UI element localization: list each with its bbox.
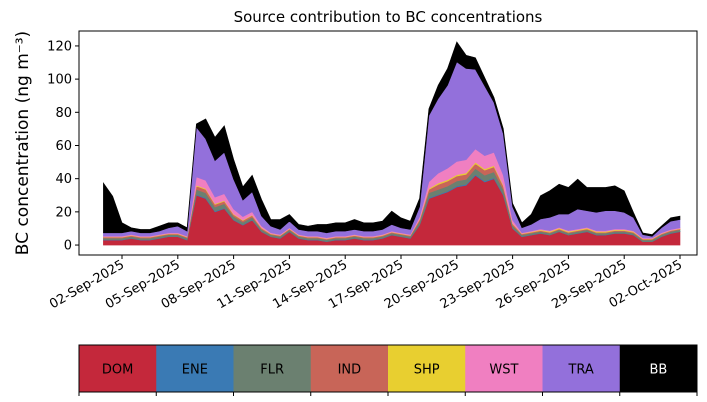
y-axis-label: BC concentration (ng m⁻³) <box>13 31 33 255</box>
legend-label-ind: IND <box>338 363 362 378</box>
chart-title: Source contribution to BC concentrations <box>234 8 543 26</box>
y-tick-label: 60 <box>55 139 72 154</box>
areas-layer <box>103 41 681 246</box>
legend-swatch-ind <box>310 345 389 392</box>
y-tick-label: 80 <box>55 106 72 121</box>
legend-swatch-dom <box>79 345 157 392</box>
plot-frame <box>78 30 698 256</box>
legend-label-shp: SHP <box>414 363 440 378</box>
y-tick-label: 100 <box>47 73 72 88</box>
y-tick-label: 40 <box>55 172 72 187</box>
legend-swatch-flr <box>233 345 312 392</box>
x-axis: 02-Sep-202505-Sep-202508-Sep-202511-Sep-… <box>47 255 685 312</box>
legend-label-dom: DOM <box>102 363 133 378</box>
y-tick-label: 0 <box>64 239 72 254</box>
y-tick-label: 20 <box>55 205 72 220</box>
legend-swatch-bb <box>619 345 698 392</box>
legend-label-flr: FLR <box>260 363 284 378</box>
y-tick-label: 120 <box>47 39 72 54</box>
legend-label-bb: BB <box>649 363 667 378</box>
legend-label-tra: TRA <box>567 363 593 378</box>
legend-swatch-ene <box>156 345 234 392</box>
legend-swatch-shp <box>388 345 466 392</box>
legend: DOM ENE FLR IND SHP WST TRA BB <box>78 344 698 396</box>
y-axis: 0 20 40 60 80 100 120 <box>47 39 79 254</box>
legend-label-ene: ENE <box>182 363 208 378</box>
legend-label-wst: WST <box>489 363 518 378</box>
legend-swatch-wst <box>465 345 543 392</box>
legend-swatch-tra <box>542 345 621 392</box>
area-series-bb <box>103 41 681 237</box>
